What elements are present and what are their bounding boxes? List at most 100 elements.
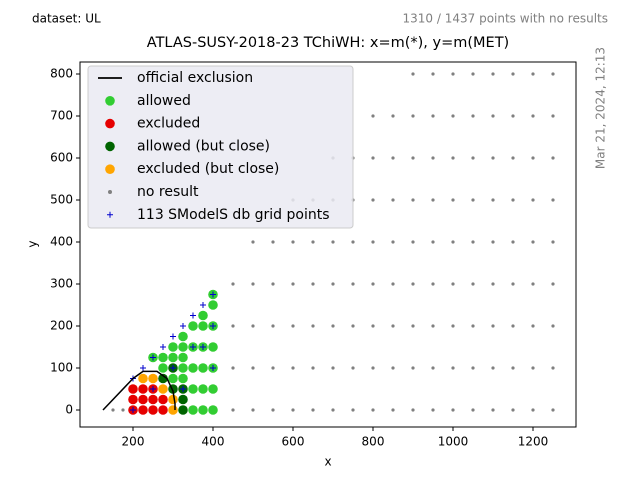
result-point bbox=[188, 321, 198, 331]
legend-label: 113 SModelS db grid points bbox=[137, 207, 330, 223]
no-result-point bbox=[331, 282, 335, 286]
no-result-point bbox=[551, 408, 555, 412]
legend-swatch bbox=[105, 164, 115, 174]
no-result-point bbox=[411, 408, 415, 412]
result-point bbox=[128, 394, 138, 405]
no-result-point bbox=[451, 114, 455, 118]
no-result-point bbox=[471, 240, 475, 244]
result-point bbox=[168, 342, 178, 352]
no-result-point bbox=[411, 240, 415, 244]
no-result-point bbox=[511, 366, 515, 370]
no-result-point bbox=[271, 366, 275, 370]
no-result-point bbox=[511, 156, 515, 160]
no-result-point bbox=[251, 366, 255, 370]
no-result-point bbox=[451, 198, 455, 202]
result-point bbox=[198, 384, 208, 394]
no-result-point bbox=[551, 198, 555, 202]
no-result-point bbox=[511, 198, 515, 202]
no-result-point bbox=[391, 156, 395, 160]
result-point bbox=[178, 331, 188, 342]
grid-point bbox=[130, 406, 136, 413]
no-result-point bbox=[311, 324, 315, 328]
no-result-point bbox=[531, 114, 535, 118]
grid-point bbox=[210, 291, 216, 298]
legend-label: excluded (but close) bbox=[137, 161, 279, 177]
result-point bbox=[158, 363, 168, 373]
grid-point bbox=[150, 354, 156, 361]
no-result-point bbox=[391, 198, 395, 202]
no-result-point bbox=[331, 408, 335, 412]
legend-label: no result bbox=[137, 184, 199, 200]
no-result-point bbox=[371, 114, 375, 118]
result-point bbox=[158, 394, 168, 405]
no-result-point bbox=[431, 198, 435, 202]
no-result-point bbox=[471, 72, 475, 76]
no-result-point bbox=[531, 72, 535, 76]
no-result-point bbox=[231, 366, 235, 370]
grid-point bbox=[190, 312, 196, 319]
no-result-point bbox=[491, 72, 495, 76]
no-result-point bbox=[511, 114, 515, 118]
result-point bbox=[138, 384, 148, 394]
result-point bbox=[198, 310, 208, 321]
no-result-point bbox=[451, 366, 455, 370]
result-point bbox=[138, 405, 148, 415]
no-result-point bbox=[451, 408, 455, 412]
no-result-point bbox=[371, 408, 375, 412]
result-point bbox=[168, 405, 178, 415]
result-point bbox=[178, 394, 188, 405]
no-result-point bbox=[551, 366, 555, 370]
timestamp: Mar 21, 2024, 12:13 bbox=[594, 47, 608, 169]
result-point bbox=[188, 363, 198, 373]
grid-point bbox=[210, 322, 216, 329]
grid-point bbox=[190, 343, 196, 350]
no-result-point bbox=[431, 324, 435, 328]
legend-swatch bbox=[107, 211, 113, 218]
no-result-point bbox=[431, 114, 435, 118]
legend-label: official exclusion bbox=[137, 70, 253, 86]
result-point bbox=[148, 394, 158, 405]
result-point bbox=[178, 405, 188, 415]
y-tick-label: 800 bbox=[50, 67, 73, 81]
result-point bbox=[178, 373, 188, 384]
y-axis-label: y bbox=[26, 240, 40, 247]
no-result-point bbox=[471, 156, 475, 160]
no-result-point bbox=[511, 408, 515, 412]
no-result-point bbox=[511, 240, 515, 244]
result-point bbox=[158, 352, 168, 363]
no-result-point bbox=[271, 282, 275, 286]
result-point bbox=[158, 373, 168, 384]
grid-point bbox=[180, 385, 186, 392]
no-result-point bbox=[391, 324, 395, 328]
grid-point bbox=[210, 364, 216, 371]
x-tick-label: 1000 bbox=[438, 435, 469, 449]
no-result-point bbox=[311, 366, 315, 370]
no-result-point bbox=[531, 282, 535, 286]
y-tick-label: 500 bbox=[50, 193, 73, 207]
result-point bbox=[178, 342, 188, 352]
no-result-point bbox=[311, 408, 315, 412]
no-result-point bbox=[231, 282, 235, 286]
x-tick-label: 1200 bbox=[518, 435, 549, 449]
no-result-point bbox=[111, 408, 115, 412]
result-point bbox=[208, 300, 218, 310]
legend-label: allowed bbox=[137, 93, 191, 109]
no-result-point bbox=[291, 324, 295, 328]
no-result-point bbox=[391, 114, 395, 118]
result-point bbox=[128, 384, 138, 394]
legend-swatch bbox=[105, 141, 115, 152]
x-tick-label: 600 bbox=[282, 435, 305, 449]
no-result-point bbox=[231, 408, 235, 412]
result-point bbox=[148, 373, 158, 384]
no-result-point bbox=[351, 366, 355, 370]
legend-swatch bbox=[105, 118, 115, 129]
no-result-point bbox=[371, 324, 375, 328]
no-result-point bbox=[451, 72, 455, 76]
no-result-point bbox=[391, 240, 395, 244]
no-result-point bbox=[391, 282, 395, 286]
no-result-point bbox=[491, 114, 495, 118]
no-result-point bbox=[271, 324, 275, 328]
legend-swatch bbox=[105, 96, 115, 106]
no-result-point bbox=[251, 282, 255, 286]
